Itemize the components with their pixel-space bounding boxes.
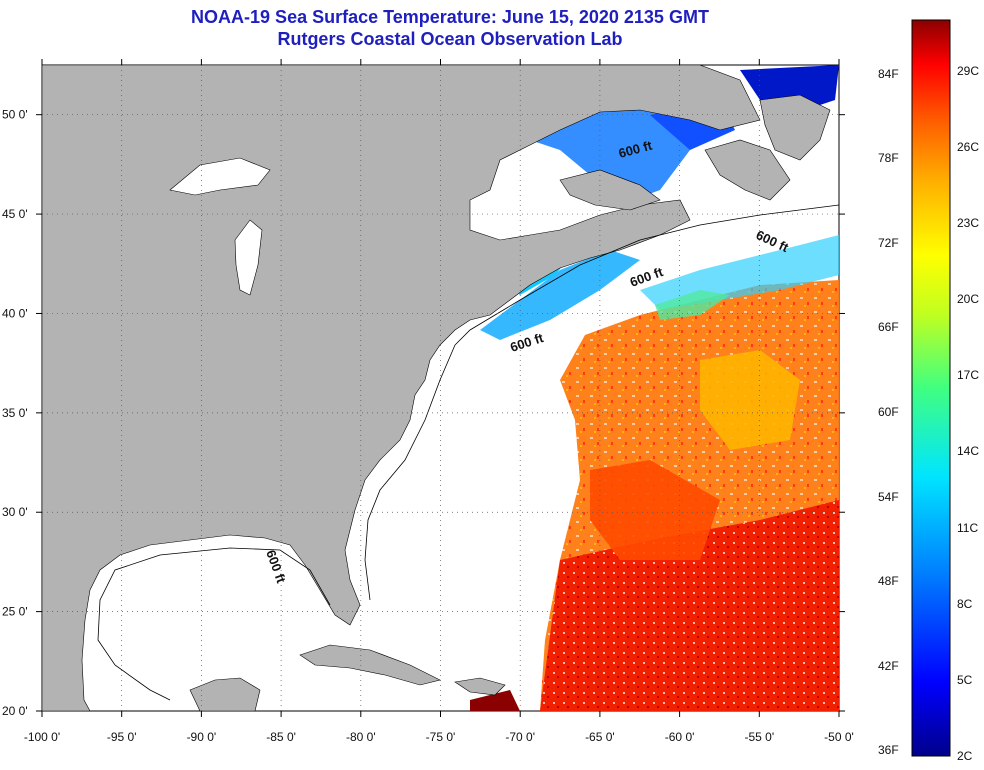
- colorbar-f-label: 60F: [878, 404, 899, 419]
- colorbar-f-label: 66F: [878, 320, 899, 335]
- longitude-tick-label: -50 0': [824, 730, 854, 744]
- longitude-tick-label: -75 0': [426, 730, 456, 744]
- longitude-tick-label: -95 0': [107, 730, 137, 744]
- latitude-tick-label: 45 0': [2, 207, 28, 221]
- latitude-tick-label: 40 0': [2, 306, 28, 320]
- colorbar-c-label: 29C: [957, 63, 980, 78]
- contour-600ft-north: [454, 204, 839, 346]
- colorbar-c-label: 11C: [957, 520, 979, 535]
- great-lakes: [169, 157, 271, 296]
- colorbar-c-label: 2C: [957, 749, 973, 763]
- colorbar-c-label: 20C: [957, 292, 980, 307]
- colorbar-c-label: 23C: [957, 216, 980, 231]
- colorbar-c-label: 14C: [957, 444, 980, 459]
- longitude-tick-label: -80 0': [346, 730, 376, 744]
- colorbar-c-label: 17C: [957, 368, 980, 383]
- latitude-tick-label: 35 0': [2, 406, 28, 420]
- colorbar-f-label: 54F: [878, 489, 899, 504]
- map-subtitle: Rutgers Coastal Ocean Observation Lab: [277, 29, 623, 49]
- contour-600ft-gulf: [97, 547, 331, 701]
- longitude-tick-label: -100 0': [24, 730, 60, 744]
- colorbar-c-label: 26C: [957, 139, 980, 154]
- longitude-tick-label: -90 0': [187, 730, 217, 744]
- contour-600ft-east: [364, 344, 456, 601]
- latitude-tick-label: 25 0': [2, 605, 28, 619]
- colorbar-f-label: 84F: [878, 66, 899, 81]
- longitude-tick-label: -55 0': [744, 730, 774, 744]
- colorbar-c-label: 8C: [957, 596, 973, 611]
- land-layer: [42, 65, 831, 711]
- sst-data-layer: [265, 65, 839, 711]
- colorbar-f-label: 48F: [878, 574, 899, 589]
- latitude-tick-label: 30 0': [2, 505, 28, 519]
- latitude-tick-label: 50 0': [2, 108, 28, 122]
- longitude-tick-label: -85 0': [266, 730, 296, 744]
- colorbar-c-label: 5C: [957, 672, 973, 687]
- map-title: NOAA-19 Sea Surface Temperature: June 15…: [191, 7, 709, 27]
- longitude-tick-label: -65 0': [585, 730, 615, 744]
- longitude-tick-label: -60 0': [665, 730, 695, 744]
- colorbar-f-label: 72F: [878, 235, 899, 250]
- map-axis-ticks: -100 0' -95 0' -90 0' -85 0' -80 0' -75 0' -70…: [2, 59, 854, 744]
- colorbar-f-label: 42F: [878, 658, 899, 673]
- colorbar-f-label: 78F: [878, 151, 899, 166]
- latitude-tick-label: 20 0': [2, 704, 28, 718]
- colorbar-f-label: 36F: [878, 743, 899, 758]
- longitude-tick-label: -70 0': [505, 730, 535, 744]
- temperature-colorbar: [911, 19, 951, 757]
